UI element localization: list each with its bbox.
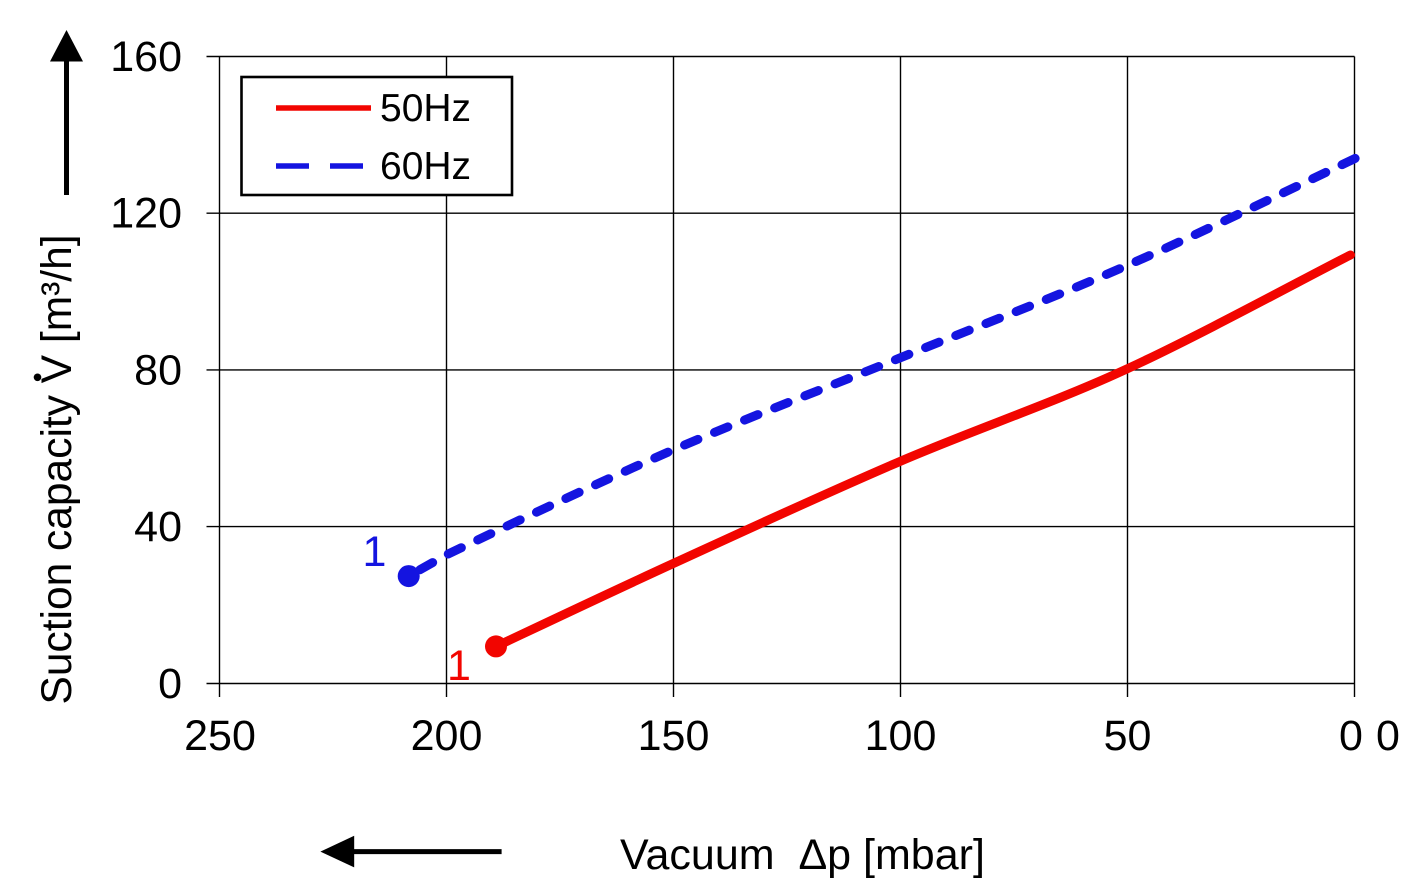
svg-text:0: 0: [1376, 712, 1400, 760]
svg-text:200: 200: [411, 712, 483, 760]
svg-text:0: 0: [158, 660, 182, 708]
svg-text:Vacuum Δp [mbar]: Vacuum Δp [mbar]: [620, 831, 985, 879]
svg-text:40: 40: [134, 503, 182, 551]
svg-text:80: 80: [134, 346, 182, 394]
svg-text:160: 160: [110, 33, 182, 81]
svg-text:Suction capacity V [m³/h]: Suction capacity V [m³/h]: [34, 234, 81, 704]
svg-text:250: 250: [184, 712, 256, 760]
svg-text:120: 120: [110, 190, 182, 238]
svg-text:1: 1: [447, 642, 471, 690]
svg-text:60Hz: 60Hz: [380, 145, 471, 188]
svg-text:0: 0: [1339, 712, 1363, 760]
svg-text:150: 150: [638, 712, 710, 760]
svg-text:50: 50: [1104, 712, 1152, 760]
svg-text:50Hz: 50Hz: [380, 87, 471, 130]
svg-text:1: 1: [363, 528, 387, 576]
svg-text:100: 100: [865, 712, 937, 760]
